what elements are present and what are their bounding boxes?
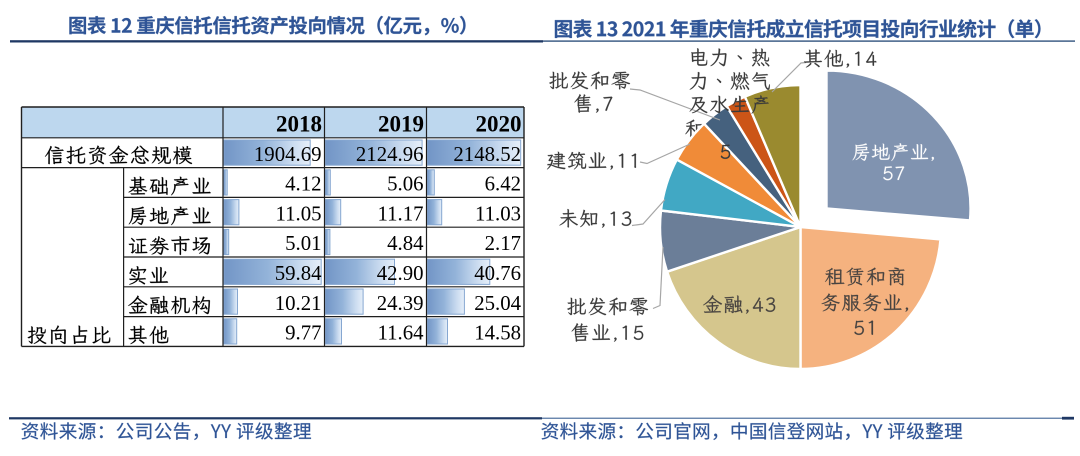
svg-text:2020: 2020 xyxy=(476,112,522,137)
svg-text:59.84: 59.84 xyxy=(275,262,322,285)
svg-text:11.64: 11.64 xyxy=(377,322,424,345)
svg-text:11.03: 11.03 xyxy=(475,202,521,225)
svg-text:14.58: 14.58 xyxy=(474,322,521,345)
svg-text:10.21: 10.21 xyxy=(275,292,322,315)
svg-text:2018: 2018 xyxy=(276,112,322,137)
svg-text:5.06: 5.06 xyxy=(387,173,423,196)
svg-text:9.77: 9.77 xyxy=(285,322,321,345)
svg-text:42.90: 42.90 xyxy=(377,262,424,285)
svg-text:2019: 2019 xyxy=(378,112,424,137)
svg-text:24.39: 24.39 xyxy=(377,292,424,315)
svg-text:40.76: 40.76 xyxy=(474,262,521,285)
svg-text:4.12: 4.12 xyxy=(285,173,321,196)
svg-text:6.42: 6.42 xyxy=(485,173,521,196)
svg-text:11.17: 11.17 xyxy=(377,202,423,225)
svg-text:2124.96: 2124.96 xyxy=(356,143,424,166)
svg-text:1904.69: 1904.69 xyxy=(254,143,322,166)
svg-text:11.05: 11.05 xyxy=(275,202,321,225)
svg-text:2148.52: 2148.52 xyxy=(453,143,521,166)
svg-text:5.01: 5.01 xyxy=(285,232,321,255)
svg-text:4.84: 4.84 xyxy=(387,232,424,255)
svg-text:25.04: 25.04 xyxy=(474,292,521,315)
svg-text:2.17: 2.17 xyxy=(485,232,521,255)
